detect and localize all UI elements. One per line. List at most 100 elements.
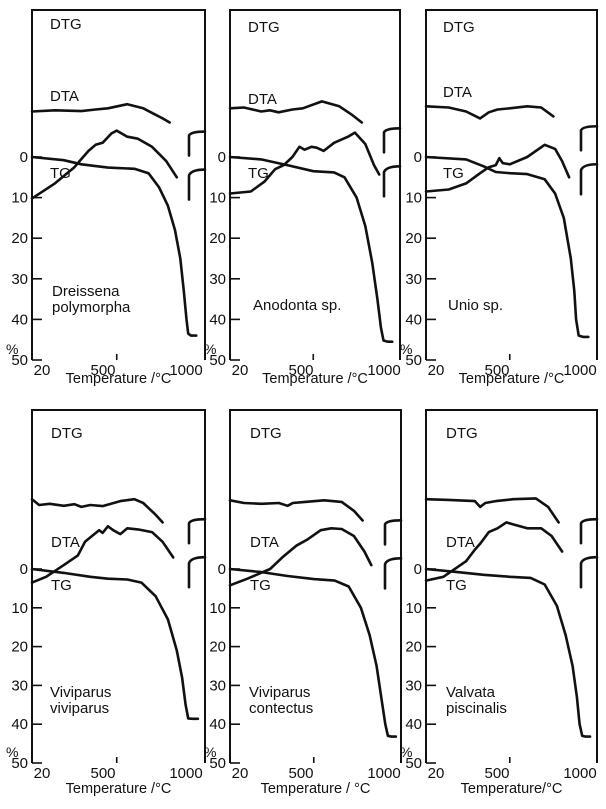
x-tick-label: 20 [232, 765, 249, 782]
species-name-line: Unio sp. [448, 297, 503, 314]
dtg-curve [424, 497, 560, 524]
species-name-line: piscinalis [446, 700, 507, 717]
dtg-curve [424, 105, 555, 120]
x-tick-label: 20 [428, 362, 445, 379]
dta-curve [30, 525, 175, 584]
species-name-line: Dreissena [52, 283, 120, 300]
species-name-line: Viviparus [249, 684, 310, 701]
species-name-line: Valvata [446, 684, 496, 701]
dtg-label: DTG [50, 16, 82, 33]
panel-frame [31, 409, 206, 763]
species-name-line: Viviparus [50, 684, 111, 701]
y-tick-label: 20 [209, 230, 226, 247]
dta-hook [579, 162, 599, 196]
species-name-line: polymorpha [52, 299, 131, 316]
x-tick-label: 1000 [169, 765, 202, 782]
tg-label: TG [446, 577, 467, 594]
y-unit-label: % [204, 744, 216, 760]
dta-hook [579, 555, 599, 589]
dta-hook [383, 557, 403, 590]
tg-label: TG [443, 165, 464, 182]
species-name-line: viviparus [50, 700, 109, 717]
panel-frame [31, 9, 206, 360]
x-axis-label: Temperature /°C [66, 371, 172, 387]
x-axis-label: Temperature /°C [66, 781, 172, 797]
dta-hook [382, 164, 402, 198]
dta-curve [30, 129, 179, 200]
y-tick-label: 0 [20, 561, 28, 578]
y-tick-label: 40 [405, 716, 422, 733]
dta-curve [424, 521, 564, 582]
y-tick-label: 40 [11, 311, 28, 328]
dtg-hook [187, 130, 207, 157]
y-tick-label: 30 [11, 271, 28, 288]
dta-label: DTA [250, 534, 279, 551]
y-tick-label: 50 [405, 352, 422, 369]
dtg-hook [579, 124, 599, 152]
y-tick-label: 20 [405, 639, 422, 656]
y-unit-label: % [400, 341, 412, 357]
dta-label: DTA [248, 91, 277, 108]
tg-curve [30, 567, 200, 721]
x-tick-label: 500 [484, 362, 509, 379]
dta-curve [424, 143, 571, 193]
tg-label: TG [51, 577, 72, 594]
y-tick-label: 10 [209, 190, 226, 207]
y-tick-label: 50 [11, 352, 28, 369]
tg-label: TG [50, 165, 71, 182]
x-tick-label: 1000 [367, 765, 400, 782]
dtg-hook [383, 519, 403, 546]
dtg-curve [228, 499, 364, 522]
y-tick-label: 10 [11, 600, 28, 617]
y-tick-label: 10 [11, 190, 28, 207]
y-tick-label: 20 [11, 230, 28, 247]
y-tick-label: 10 [209, 600, 226, 617]
x-tick-label: 20 [428, 765, 445, 782]
x-tick-label: 20 [34, 362, 51, 379]
x-tick-label: 500 [90, 362, 115, 379]
tg-curve [228, 155, 394, 343]
dtg-hook [187, 517, 207, 545]
x-tick-label: 1000 [169, 362, 202, 379]
dta-label: DTA [446, 534, 475, 551]
y-unit-label: % [6, 744, 18, 760]
dtg-label: DTG [446, 425, 478, 442]
y-tick-label: 30 [405, 271, 422, 288]
x-tick-label: 1000 [563, 362, 596, 379]
y-tick-label: 30 [209, 677, 226, 694]
y-tick-label: 0 [414, 149, 422, 166]
y-tick-label: 30 [405, 677, 422, 694]
y-tick-label: 40 [209, 716, 226, 733]
species-name-line: Anodonta sp. [253, 297, 341, 314]
y-tick-label: 50 [405, 755, 422, 772]
panel-frame [229, 9, 401, 360]
y-unit-label: % [400, 744, 412, 760]
y-tick-label: 0 [218, 149, 226, 166]
y-tick-label: 0 [218, 561, 226, 578]
y-tick-label: 40 [405, 311, 422, 328]
tg-curve [424, 155, 590, 339]
x-tick-label: 500 [288, 765, 313, 782]
dtg-hook [579, 517, 599, 545]
dtg-curve [228, 100, 364, 124]
x-tick-label: 1000 [563, 765, 596, 782]
x-tick-label: 500 [90, 765, 115, 782]
species-name-line: contectus [249, 700, 313, 717]
x-axis-label: Temperature /°C [459, 371, 565, 387]
panel-frame [425, 9, 598, 360]
dtg-curve [30, 102, 171, 124]
dtg-label: DTG [250, 425, 282, 442]
x-axis-label: Temperature /°C [262, 371, 368, 387]
panel-frame [425, 409, 598, 763]
y-tick-label: 50 [11, 755, 28, 772]
dta-hook [187, 168, 207, 201]
y-tick-label: 30 [209, 271, 226, 288]
x-axis-label: Temperature / °C [261, 781, 371, 797]
tg-curve [424, 567, 592, 738]
